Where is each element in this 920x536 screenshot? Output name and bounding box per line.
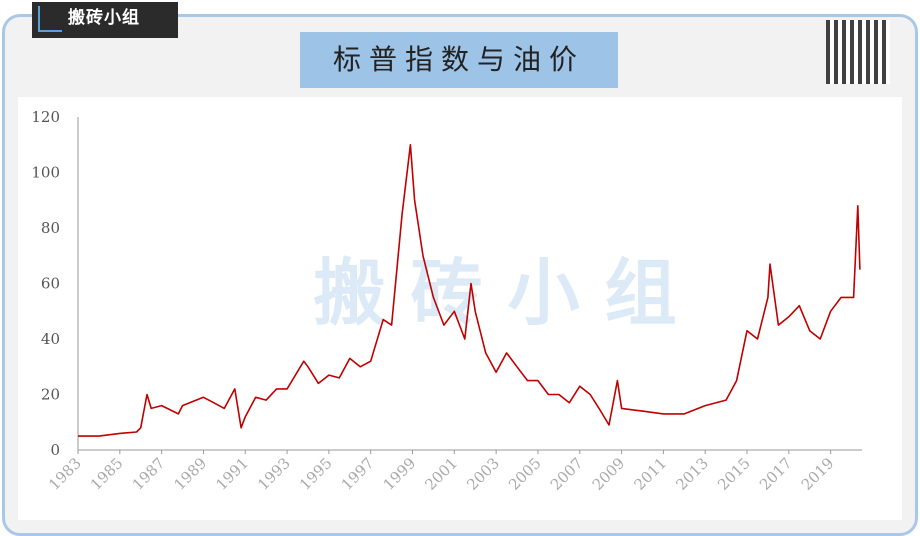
logo-text: 搬砖小组 [68, 8, 140, 28]
y-tick-label: 0 [50, 441, 60, 459]
y-tick-label: 80 [41, 219, 60, 237]
qr-code [826, 20, 890, 84]
chart-title: 标普指数与油价 [300, 32, 618, 88]
y-tick-label: 60 [41, 275, 60, 293]
y-tick-label: 20 [41, 386, 60, 404]
y-tick-label: 100 [31, 164, 60, 182]
logo-icon [38, 6, 62, 32]
y-tick-label: 40 [41, 330, 60, 348]
watermark: 搬 砖 小 组 [313, 251, 676, 335]
logo: 搬砖小组 [32, 2, 178, 38]
data-line [78, 144, 861, 437]
y-tick-label: 120 [31, 108, 60, 126]
